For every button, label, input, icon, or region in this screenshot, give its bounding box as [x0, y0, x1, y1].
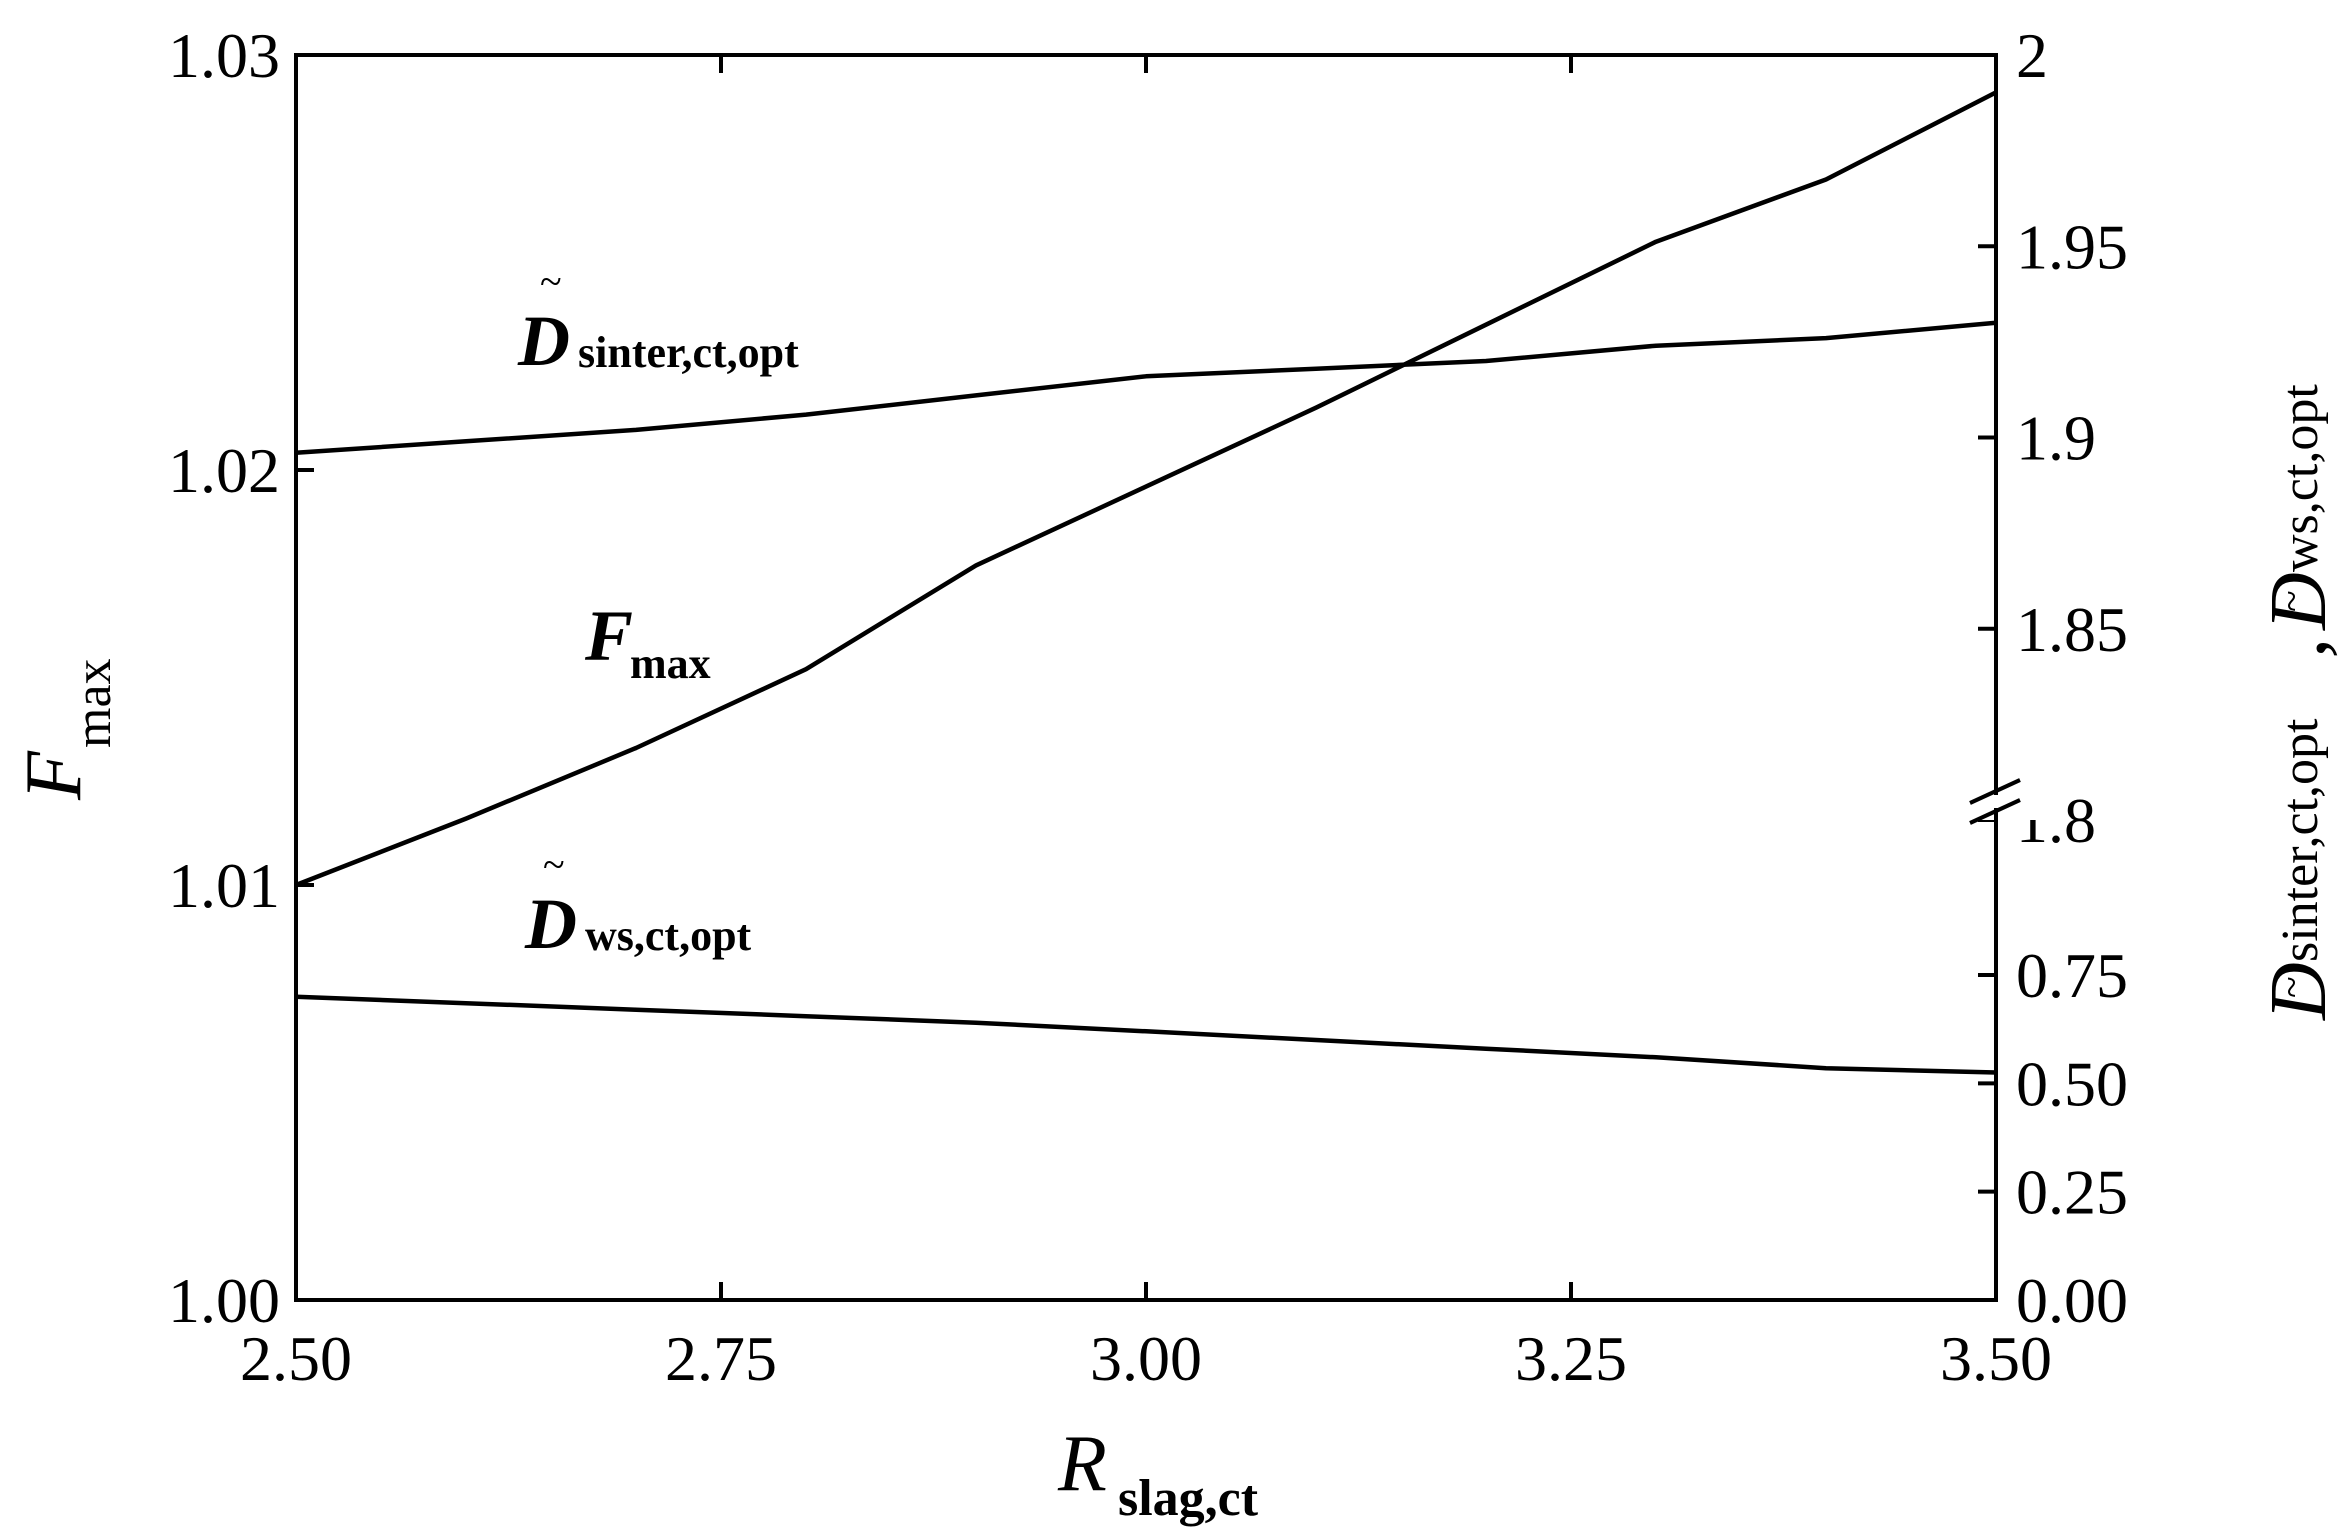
left-y-tick-label: 1.00 [168, 1265, 280, 1336]
svg-text:~: ~ [2269, 590, 2314, 612]
right-y-axis-title: ~ D sinter,ct,opt , ~ D ws,ct,opt [2255, 384, 2343, 1021]
x-tick-label: 3.25 [1515, 1323, 1627, 1394]
svg-text:D: D [517, 301, 570, 381]
plot-frame [294, 53, 1998, 1302]
svg-text:slag,ct: slag,ct [1118, 1470, 1259, 1527]
right-y-tick-label: 0.75 [2016, 940, 2128, 1011]
svg-text:sinter,ct,opt: sinter,ct,opt [2272, 718, 2329, 962]
series-line-d-sinter [295, 320, 1997, 456]
right-y-tick-label: 1.85 [2016, 594, 2128, 665]
x-tick-label: 3.00 [1090, 1323, 1202, 1394]
svg-text:max: max [630, 639, 711, 688]
x-axis-title: R slag,ct [1057, 1420, 1259, 1527]
right-y-tick-label: 2 [2016, 20, 2048, 91]
svg-text:,: , [2255, 638, 2343, 658]
svg-text:~: ~ [540, 259, 562, 304]
x-tick-label: 3.50 [1940, 1323, 2052, 1394]
svg-text:sinter,ct,opt: sinter,ct,opt [578, 328, 799, 377]
svg-text:F: F [10, 750, 98, 801]
series-label-d-ws: ~ D ws,ct,opt [524, 842, 752, 964]
series-label-d-sinter: ~ D sinter,ct,opt [517, 259, 799, 381]
left-y-tick-label: 1.02 [168, 435, 280, 506]
right-y-tick-label: 0.25 [2016, 1157, 2128, 1228]
left-y-tick-label: 1.01 [168, 850, 280, 921]
series-label-f-max: F max [584, 596, 711, 688]
svg-text:D: D [2255, 962, 2343, 1021]
svg-text:max: max [65, 658, 122, 748]
axis-break-marker [1969, 742, 2040, 860]
svg-text:~: ~ [2269, 976, 2314, 998]
right-y-tick-label: 0.50 [2016, 1048, 2128, 1119]
svg-text:~: ~ [543, 842, 565, 887]
svg-text:ws,ct,opt: ws,ct,opt [2272, 384, 2329, 572]
svg-text:R: R [1057, 1420, 1107, 1508]
left-y-axis-title: F max [10, 658, 122, 801]
left-y-axis-ticks: 1.00 1.01 1.02 1.03 [168, 20, 314, 1336]
series-line-d-ws [295, 994, 1997, 1075]
svg-text:F: F [584, 596, 633, 676]
svg-text:ws,ct,opt: ws,ct,opt [585, 911, 752, 960]
right-y-tick-label: 0.00 [2016, 1265, 2128, 1336]
series-lines [295, 90, 1998, 1075]
left-y-tick-label: 1.03 [168, 20, 280, 91]
x-tick-label: 2.75 [665, 1323, 777, 1394]
series-line-f-max [295, 90, 1998, 888]
x-axis-ticks: 2.50 2.75 3.00 3.25 3.50 [240, 55, 2052, 1394]
svg-text:D: D [524, 884, 577, 964]
svg-text:D: D [2255, 572, 2343, 631]
right-y-tick-label: 1.9 [2016, 403, 2096, 474]
x-tick-label: 2.50 [240, 1323, 352, 1394]
right-y-tick-label: 1.95 [2016, 211, 2128, 282]
